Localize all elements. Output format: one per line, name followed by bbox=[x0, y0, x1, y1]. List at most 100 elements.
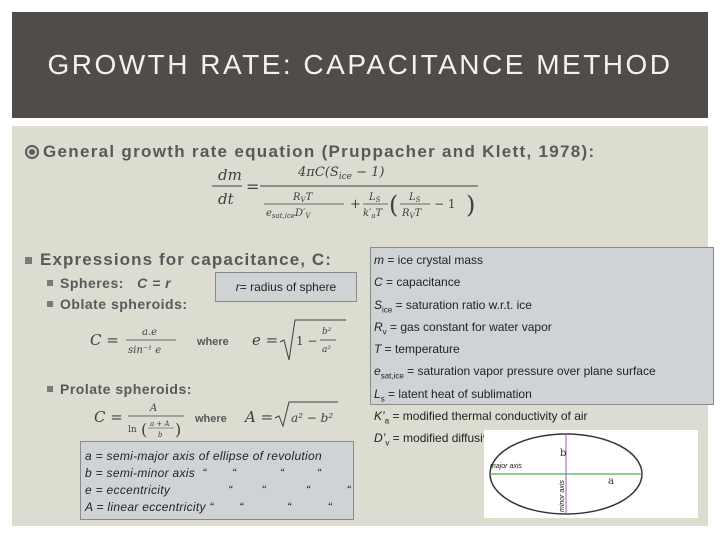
prolate-ln: ln bbox=[128, 425, 137, 435]
bullet-square-icon bbox=[47, 386, 53, 392]
svg-text:LS: LS bbox=[368, 192, 381, 204]
eq-lhs-den: dt bbox=[218, 190, 235, 208]
def-sub: sat,ice bbox=[380, 371, 404, 381]
axes-definitions-box: a = semi-major axis of ellipse of revolu… bbox=[80, 441, 354, 520]
def-text: = modified thermal conductivity of air bbox=[389, 409, 588, 424]
def-text: = temperature bbox=[381, 342, 460, 357]
slide-title: GROWTH RATE: CAPACITANCE METHOD bbox=[47, 49, 673, 80]
def-text: = gas constant for water vapor bbox=[386, 319, 552, 334]
def-row: C = capacitance bbox=[374, 274, 713, 296]
svg-text:4πC(Sice − 1): 4πC(Sice − 1) bbox=[297, 165, 385, 182]
prolate-num: A bbox=[149, 403, 157, 414]
prolate-where: where bbox=[194, 413, 227, 425]
eq-d1-den-end: D′ bbox=[294, 208, 306, 219]
svg-text:): ) bbox=[466, 191, 475, 219]
def-row: Sice = saturation ratio w.r.t. ice bbox=[374, 297, 713, 319]
def-row: T = temperature bbox=[374, 341, 713, 363]
sphere-note: r = radius of sphere bbox=[215, 272, 357, 302]
ellipse-svg: major axis minor axis b a bbox=[489, 433, 643, 515]
def-sub: s bbox=[380, 394, 385, 404]
sphere-note-text: = radius of sphere bbox=[239, 280, 337, 294]
bullet-square-icon bbox=[47, 280, 53, 286]
svg-text:esat,iceD′V: esat,iceD′V bbox=[266, 208, 311, 220]
eq-d1-den: e bbox=[266, 208, 272, 219]
oblate-C: C = bbox=[90, 331, 119, 349]
spheres-label: Spheres: C = r bbox=[60, 275, 171, 291]
axes-def-row: e = eccentricity “ “ “ “ bbox=[85, 483, 351, 497]
eq-d2-den: k′ bbox=[363, 208, 372, 219]
def-text: = ice crystal mass bbox=[384, 253, 484, 267]
def-sym: m bbox=[374, 253, 384, 267]
def-row: esat,ice = saturation vapor pressure ove… bbox=[374, 363, 713, 385]
def-sym: L bbox=[374, 386, 381, 401]
def-text: = capacitance bbox=[382, 275, 461, 290]
prolate-C: C = bbox=[94, 408, 123, 426]
eq-d2-num: L bbox=[368, 192, 376, 203]
axes-def-row: b = semi-minor axis “ “ “ “ bbox=[85, 466, 322, 480]
def-sym: C bbox=[374, 275, 383, 290]
prolate-equation: C = A ln ( a + A b ) where A = a² − b² bbox=[94, 401, 338, 439]
axes-def-row: A = linear eccentricity “ “ “ “ bbox=[85, 500, 333, 514]
def-row: m = ice crystal mass bbox=[374, 252, 713, 274]
def-row: Ls = latent heat of sublimation bbox=[374, 386, 713, 408]
oblate-one: 1 − bbox=[296, 334, 318, 348]
svg-text:LS: LS bbox=[408, 192, 421, 204]
eq-d1-num-end: T bbox=[306, 192, 314, 203]
bullet-square-icon bbox=[47, 301, 53, 307]
eq-p-den-end: T bbox=[415, 208, 423, 219]
minor-axis-label: minor axis bbox=[559, 480, 566, 512]
spheres-label-text: Spheres: bbox=[60, 275, 124, 291]
oblate-den: sin⁻¹ e bbox=[128, 345, 161, 356]
svg-text:RVT: RVT bbox=[401, 208, 423, 220]
b-label: b bbox=[560, 448, 566, 459]
def-text: = saturation ratio w.r.t. ice bbox=[392, 297, 532, 312]
spheres-equation: C = r bbox=[137, 275, 172, 291]
definitions-box: m = ice crystal mass C = capacitance Sic… bbox=[370, 247, 714, 448]
def-sym: T bbox=[374, 342, 382, 357]
def-sym: D’ bbox=[374, 431, 386, 446]
eq-p-minus: − 1 bbox=[434, 197, 456, 211]
bullet-general: General growth rate equation (Pruppacher… bbox=[25, 142, 595, 162]
prolate-rad: a² − b² bbox=[291, 411, 333, 425]
svg-text:(: ( bbox=[141, 420, 147, 439]
eq-p-den: R bbox=[401, 208, 410, 219]
eq-lhs-num: dm bbox=[218, 166, 242, 184]
circle-bullet-icon bbox=[25, 145, 39, 159]
def-sym: S bbox=[374, 297, 383, 312]
sphere-note-var: r bbox=[235, 280, 240, 294]
def-sym: K’ bbox=[374, 409, 385, 424]
axes-def-row: a = semi-major axis of ellipse of revolu… bbox=[85, 449, 322, 463]
svg-text:k′aT: k′aT bbox=[363, 208, 384, 220]
svg-text:=: = bbox=[246, 177, 259, 196]
def-text: = latent heat of sublimation bbox=[384, 386, 532, 401]
prolate-den-num: a + A bbox=[150, 420, 170, 428]
a-label: a bbox=[608, 476, 614, 487]
def-sub: ice bbox=[382, 304, 393, 314]
title-bar: GROWTH RATE: CAPACITANCE METHOD bbox=[12, 12, 708, 118]
oblate-equation: C = a.e sin⁻¹ e where e = 1 − b² a² bbox=[90, 319, 346, 361]
oblate-a2: a² bbox=[322, 345, 331, 355]
def-sub: v bbox=[385, 438, 390, 448]
bullet-square-icon bbox=[25, 257, 32, 264]
eq-num-sub: ice bbox=[339, 172, 352, 182]
oblate-e: e = bbox=[252, 331, 278, 349]
svg-text:RVT: RVT bbox=[292, 192, 314, 204]
def-text: = saturation vapor pressure over plane s… bbox=[403, 364, 656, 379]
prolate-A: A = bbox=[243, 408, 273, 426]
def-row: Rv = gas constant for water vapor bbox=[374, 319, 713, 341]
eq-plus: + bbox=[350, 197, 361, 212]
oblate-label: Oblate spheroids: bbox=[60, 296, 188, 312]
svg-text:): ) bbox=[175, 420, 181, 439]
svg-text:(: ( bbox=[389, 191, 398, 219]
oblate-where: where bbox=[196, 336, 229, 348]
oblate-num: a.e bbox=[142, 327, 157, 338]
def-row: K’a = modified thermal conductivity of a… bbox=[374, 408, 713, 430]
bullet-capacitance-text: Expressions for capacitance, C: bbox=[40, 250, 333, 269]
eq-d2-den-sub: a bbox=[371, 212, 375, 220]
eq-d1-den-sub: sat,ice bbox=[272, 212, 295, 220]
prolate-den-den: b bbox=[158, 431, 163, 439]
eq-d2-num-sub: S bbox=[376, 196, 381, 204]
eq-d1-den-end-sub: V bbox=[305, 212, 311, 220]
prolate-label: Prolate spheroids: bbox=[60, 381, 192, 397]
eq-d1-num-sub: V bbox=[301, 196, 307, 204]
